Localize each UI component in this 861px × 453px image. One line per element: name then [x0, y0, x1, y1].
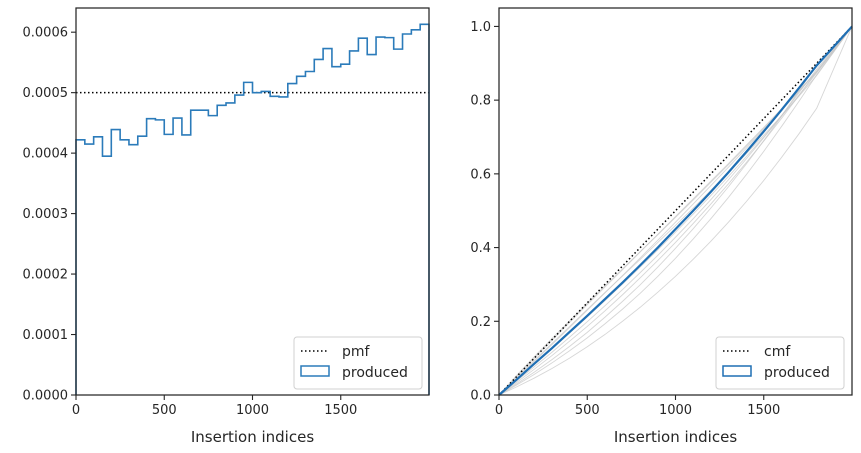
right-legend-produced-swatch: [722, 365, 752, 377]
right-x-tick-label: 1000: [659, 403, 692, 418]
left-y-tick-label: 0.0002: [23, 268, 69, 283]
background-cmf-curve: [498, 26, 853, 396]
left-plot-marks: [75, 23, 430, 395]
right-y-tick-label: 0.8: [470, 94, 491, 109]
cmf-reference-line: [498, 25, 853, 396]
right-x-axis-label: Insertion indices: [614, 428, 737, 446]
left-y-tick-label: 0.0003: [23, 207, 69, 222]
background-cmf-curve: [498, 26, 853, 396]
right-y-ticks: 0.0 0.2 0.4 0.6 0.8 1.0: [470, 20, 499, 404]
right-y-tick-label: 0.6: [470, 167, 491, 182]
right-y-tick-label: 0.0: [470, 389, 491, 404]
right-legend-cmf-label: cmf: [764, 344, 791, 360]
left-legend-pmf-label: pmf: [342, 344, 371, 360]
right-legend: cmf produced: [715, 336, 845, 390]
left-x-tick-label: 1000: [236, 403, 269, 418]
left-x-axis-label: Insertion indices: [191, 428, 314, 446]
pmf-panel: 0 500 1000 1500 0.00000.00010.00020.00030.0…: [23, 7, 430, 446]
background-cmf-curve: [498, 26, 853, 396]
left-y-tick-label: 0.0006: [23, 26, 69, 41]
left-x-tick-label: 0: [72, 403, 80, 418]
right-y-tick-label: 0.4: [470, 241, 491, 256]
left-legend-produced-swatch: [300, 365, 330, 377]
right-x-tick-label: 1500: [747, 403, 780, 418]
left-y-tick-label: 0.0000: [23, 389, 69, 404]
left-x-tick-label: 1500: [324, 403, 357, 418]
background-cmf-curve: [498, 26, 853, 396]
left-x-ticks: 0 500 1000 1500: [72, 395, 357, 418]
right-y-tick-label: 0.2: [470, 315, 491, 330]
produced-cmf-line: [498, 25, 853, 396]
right-plot-marks: [498, 25, 853, 396]
right-legend-produced-label: produced: [764, 365, 830, 381]
produced-step-histogram: [75, 23, 430, 395]
left-y-tick-label: 0.0001: [23, 328, 69, 343]
right-x-tick-label: 500: [575, 403, 600, 418]
left-y-ticks: 0.0000 0.0001 0.0002 0.0003 0.0004 0.0005 0.00…: [23, 26, 76, 404]
left-legend-produced-label: produced: [342, 365, 408, 381]
background-cmf-curve: [498, 26, 853, 396]
left-y-tick-label: 0.0005: [23, 86, 69, 101]
right-y-tick-label: 1.0: [470, 20, 491, 35]
right-x-tick-label: 0: [495, 403, 503, 418]
left-y-tick-label: 0.0004: [23, 147, 69, 162]
cmf-panel: 0 500 1000 1500 0.0 0.2 0.4 0.6 0.8 1.0 Insertio…: [470, 7, 853, 446]
right-x-ticks: 0 500 1000 1500: [495, 395, 780, 418]
left-legend: pmf produced: [293, 336, 423, 390]
left-x-tick-label: 500: [152, 403, 177, 418]
